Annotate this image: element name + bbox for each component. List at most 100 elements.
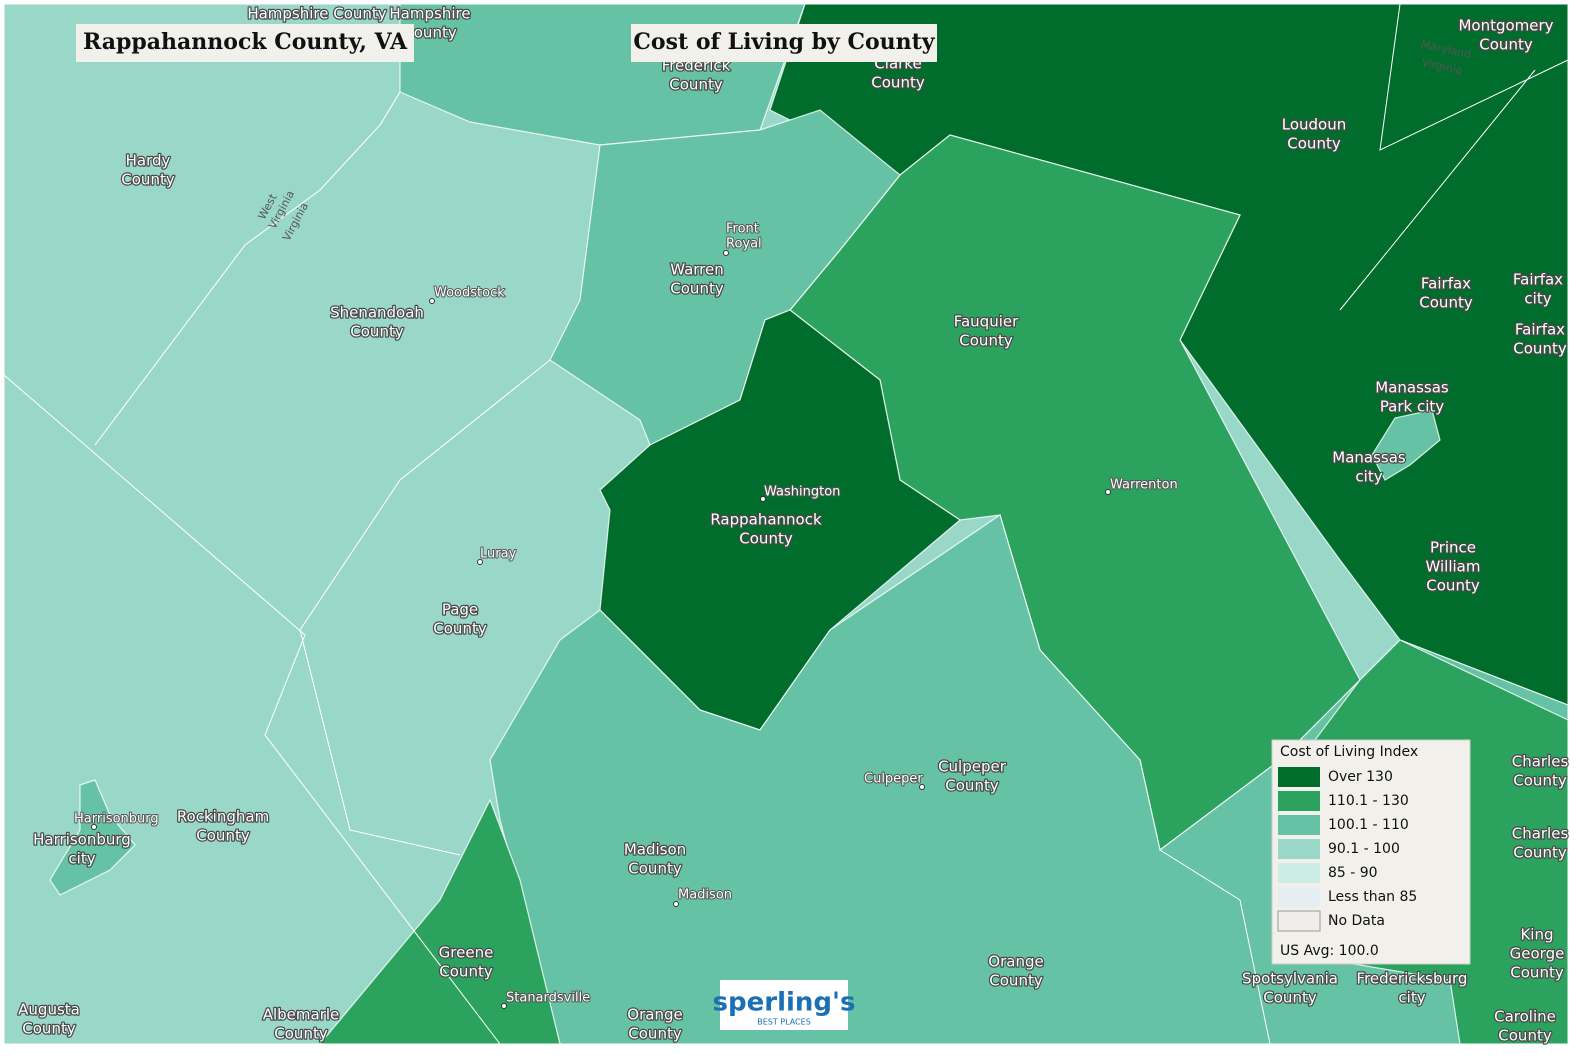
place-dot [673,901,679,907]
county-label: County [945,777,999,795]
county-border [3,374,501,1045]
county-label: Rockingham [177,808,269,826]
county-label: Fairfax [1515,321,1565,339]
county-area [599,309,961,731]
place-label: Madison [678,888,732,903]
title: Cost of Living by County [633,29,935,55]
county-label: County [22,1020,76,1038]
county-label: city [1398,989,1425,1007]
title-box [631,24,937,62]
legend-label: 100.1 - 110 [1328,817,1409,833]
place-label: Washington [764,485,840,500]
county-label: County [669,76,723,94]
location-box [76,24,414,62]
county-label: County [1513,340,1567,358]
logo-box [720,980,848,1030]
legend-label: Less than 85 [1328,889,1417,905]
logo-tagline: BEST PLACES [757,1018,811,1027]
place-label: Luray [480,547,517,562]
county-label: William [1426,558,1481,576]
county-label: Manassas [1375,379,1449,397]
county-label: Culpeper [938,758,1007,776]
county-label: County [433,620,487,638]
county-label: Hampshire [389,5,470,23]
county-label: County [670,280,724,298]
county-border [1379,3,1569,151]
county-label: Fauquier [954,313,1019,331]
county-border [1159,849,1271,1045]
county-label: Orange [988,953,1043,971]
county-label: Augusta [18,1001,80,1019]
place-label: Front [726,222,759,237]
legend-swatch [1278,767,1320,787]
place-dot [91,824,97,830]
county-label: County [739,530,793,548]
county-area [49,779,136,896]
place-dot [760,496,766,502]
county-label: Hampshire County [247,5,386,23]
place-label: Stanardsville [506,991,590,1006]
county-label: Rappahannock [710,511,822,529]
place-dot [501,1003,507,1009]
county-label: George [1510,945,1565,963]
county-label: King [1520,926,1553,944]
county-label: Madison [624,841,686,859]
legend-swatch [1277,910,1321,932]
county-label: Spotsylvania [1242,970,1338,988]
legend-note: US Avg: 100.0 [1280,943,1379,959]
labels: Hampshire County Hampshire County Frederick… [17,3,1570,1046]
county-label: Charles [1512,753,1569,771]
place-dot [429,298,435,304]
legend-swatch [1278,791,1320,811]
county-label: County [871,74,925,92]
county-label: Montgomery [1458,17,1553,35]
legend-label: 85 - 90 [1328,865,1378,881]
location: Rappahannock County, VA [83,29,408,55]
county-label: County [1498,1027,1552,1045]
county-area [1371,409,1441,481]
county-label: Fairfax [1421,275,1471,293]
county-label: city [68,850,95,868]
legend-label: Over 130 [1328,769,1393,785]
county-label: Hardy [126,152,171,170]
county-label: Prince [1430,539,1476,557]
county-label: Manassas [1332,449,1406,467]
place-dot [723,250,729,256]
county-label: Fredericksburg [1357,970,1468,988]
county-border [1339,69,1536,311]
county-label: County [196,827,250,845]
legend-swatch [1278,887,1320,907]
legend-label: 90.1 - 100 [1328,841,1400,857]
county-label: Albemarle [263,1006,340,1024]
place-label: Harrisonburg [74,812,159,827]
county-label: County [959,332,1013,350]
county-label: County [1419,294,1473,312]
place-dot [477,559,483,565]
county-label: County [403,24,457,42]
legend-title: Cost of Living Index [1280,744,1418,760]
county-label: Greene [439,944,494,962]
legend-swatch [1278,863,1320,883]
county-label: Park city [1380,398,1444,416]
county-border [94,91,401,446]
legend: Cost of Living Index US Avg: 100.0 Over … [1271,739,1471,965]
county-label: County [121,171,175,189]
county-label: Warren [670,261,724,279]
county-label: Charles [1512,825,1569,843]
county-label: County [628,1025,682,1043]
county-label: County [1263,989,1317,1007]
county-label: city [1355,468,1382,486]
legend-label: No Data [1328,913,1385,929]
place-label: Woodstock [434,286,505,301]
place-label: Royal [726,237,762,252]
legend-swatch [1278,815,1320,835]
logo: sperling's [713,988,856,1018]
county-label: County [1287,135,1341,153]
county-label: County [1513,772,1567,790]
place-label: Culpeper [864,772,923,787]
county-label: County [1513,844,1567,862]
county-border [299,359,551,856]
county-label: Page [442,601,478,619]
legend-label: 110.1 - 130 [1328,793,1409,809]
county-label: County [1479,36,1533,54]
